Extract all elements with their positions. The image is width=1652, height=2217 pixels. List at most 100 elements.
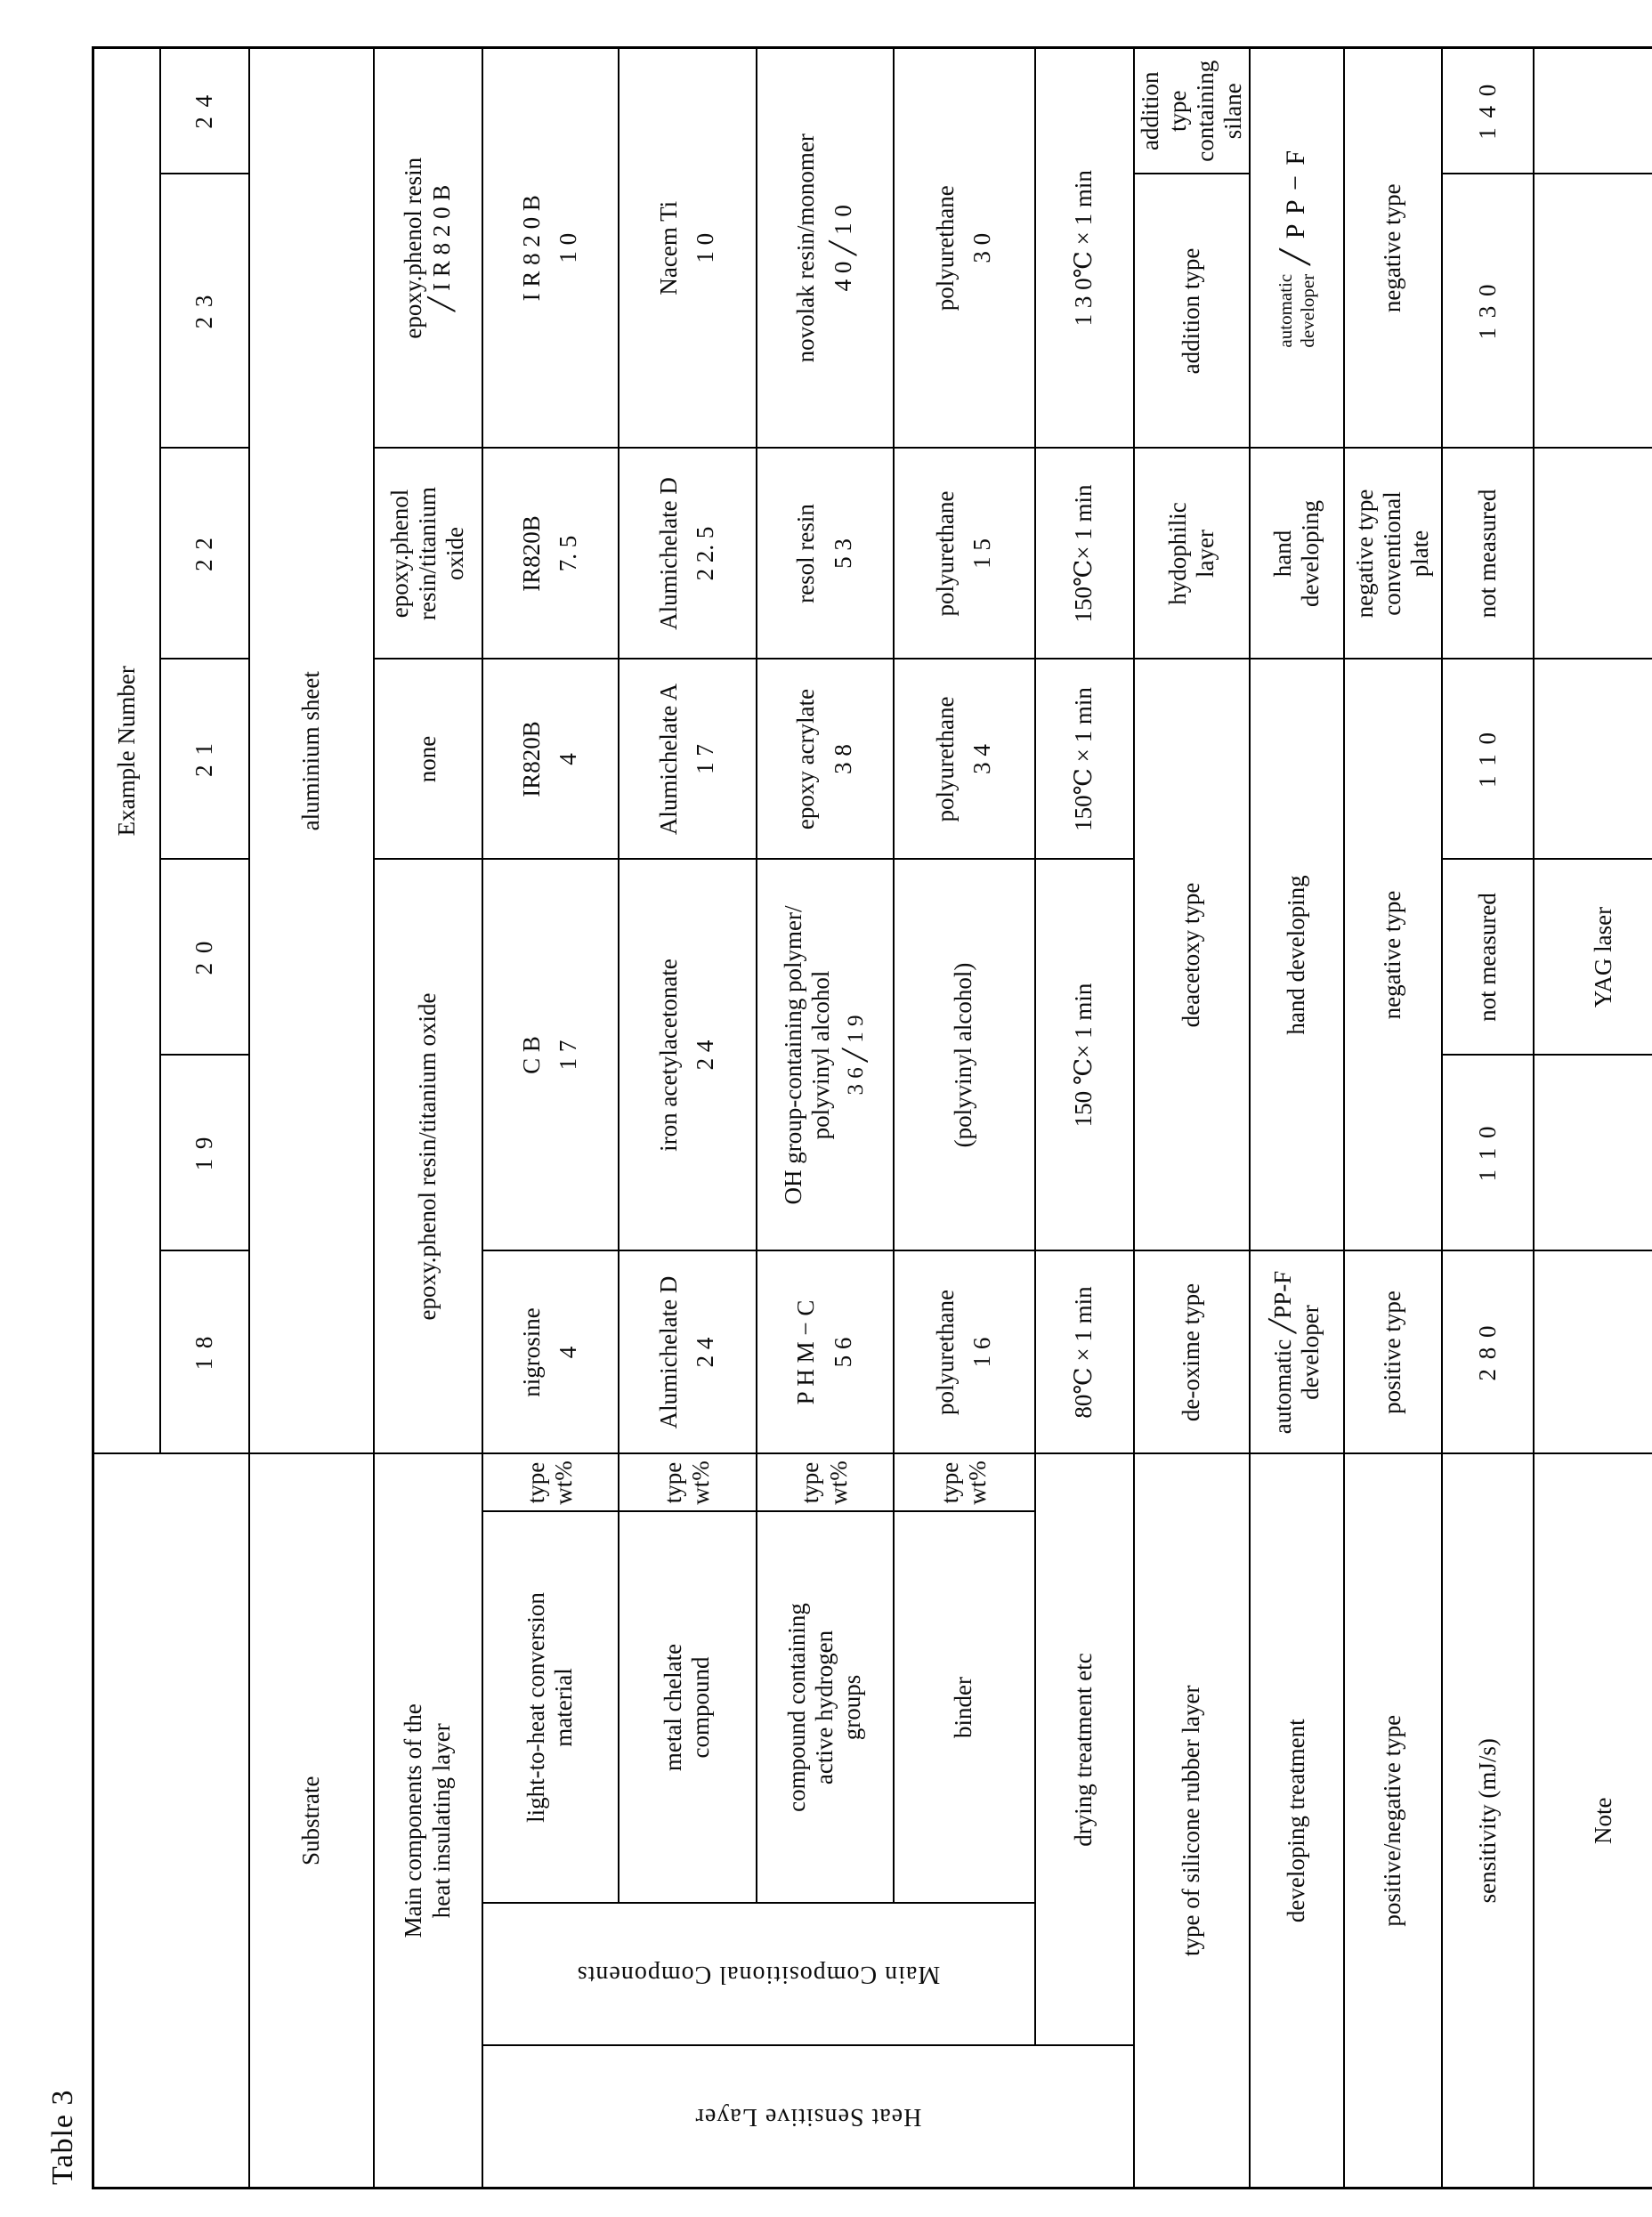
pos-neg-ex18: positive type bbox=[1343, 1250, 1442, 1454]
developing-ex22-line2: developing bbox=[1296, 500, 1324, 607]
binder-ex18-type: polyurethane bbox=[931, 1290, 959, 1415]
main-compositional-components-label: Main Compositional Components bbox=[576, 1961, 941, 1989]
silicone-ex24-line1: addition type bbox=[1136, 71, 1191, 151]
light-to-heat-subheader: type wt% bbox=[482, 1453, 619, 1512]
active-hydrogen-ex22-wt: 5 3 bbox=[829, 538, 856, 569]
binder-subheader: type wt% bbox=[893, 1453, 1035, 1512]
main-components-ex22-line1: epoxy.phenol bbox=[385, 489, 413, 619]
row-binder: binder type wt% polyurethane 1 6 (polyvi… bbox=[893, 47, 1035, 2188]
developing-ex23-24: automatic developer ╱ P P − F bbox=[1249, 47, 1344, 449]
wt-label: wt% bbox=[964, 1460, 991, 1505]
row-active-hydrogen: compound containing active hydrogen grou… bbox=[756, 47, 894, 2188]
drying-ex23-24: 1 3 0℃ × 1 min bbox=[1034, 47, 1134, 449]
table-title: Table 3 bbox=[46, 2089, 79, 2185]
light-to-heat-label-line2: material bbox=[550, 1668, 577, 1747]
note-ex23 bbox=[1533, 174, 1652, 449]
silicone-ex22-line1: hydophilic bbox=[1163, 502, 1191, 605]
example-20: 2 0 bbox=[159, 859, 249, 1056]
metal-chelate-label: metal chelate compound bbox=[618, 1511, 757, 1904]
note-ex19 bbox=[1533, 1055, 1652, 1251]
metal-chelate-label-line1: metal chelate bbox=[659, 1643, 686, 1772]
developing-ex22: hand developing bbox=[1249, 448, 1344, 659]
light-to-heat-ex18-wt: 4 bbox=[555, 1346, 581, 1359]
corner-empty-cell bbox=[93, 1453, 249, 2189]
light-to-heat-ex21: IR820B 4 bbox=[482, 659, 619, 860]
substrate-value: aluminium sheet bbox=[248, 47, 374, 1454]
binder-ex22-type: polyurethane bbox=[931, 490, 959, 617]
metal-chelate-ex23-24-type: Nacem Ti bbox=[654, 200, 682, 295]
wt-label: wt% bbox=[550, 1460, 577, 1505]
note-ex18 bbox=[1533, 1250, 1652, 1454]
binder-ex18: polyurethane 1 6 bbox=[893, 1250, 1035, 1454]
example-23: 2 3 bbox=[159, 174, 249, 449]
binder-ex19-20: (polyvinyl alcohol) bbox=[893, 859, 1035, 1251]
light-to-heat-ex19-20-type: C B bbox=[517, 1036, 545, 1074]
developing-ex23-24-layout: automatic developer ╱ P P − F bbox=[1275, 53, 1319, 444]
active-hydrogen-label: compound containing active hydrogen grou… bbox=[756, 1511, 894, 1904]
active-hydrogen-ex21: epoxy acrylate 3 8 bbox=[756, 659, 894, 860]
metal-chelate-subheader: type wt% bbox=[618, 1453, 757, 1512]
drying-ex21: 150℃ × 1 min bbox=[1034, 659, 1134, 860]
developing-ex18-line1: automatic ╱PP-F bbox=[1268, 1270, 1296, 1435]
substrate-label: Substrate bbox=[248, 1453, 374, 2189]
type-label: type bbox=[935, 1461, 963, 1504]
row-note: Note YAG laser bbox=[1533, 47, 1652, 2189]
active-hydrogen-ex23-24-wt: 4 0 ╱ 1 0 bbox=[829, 205, 856, 292]
binder-ex21-type: polyurethane bbox=[931, 696, 959, 822]
sensitivity-ex24: 1 4 0 bbox=[1441, 47, 1534, 174]
table-3: Example Number 1 8 1 9 2 0 2 1 2 2 2 3 2… bbox=[92, 45, 1652, 2189]
metal-chelate-ex21: Alumichelate A 1 7 bbox=[618, 659, 757, 860]
row-metal-chelate: metal chelate compound type wt% Alumiche… bbox=[618, 47, 757, 2188]
pos-neg-ex22-line3: plate bbox=[1406, 530, 1434, 578]
pos-neg-ex22-line1: negative type bbox=[1351, 489, 1379, 619]
active-hydrogen-label-line2: active hydrogen bbox=[810, 1630, 838, 1785]
active-hydrogen-ex19-20: OH group-containing polymer/ polyvinyl a… bbox=[756, 859, 894, 1251]
light-to-heat-ex21-type: IR820B bbox=[517, 721, 545, 797]
active-hydrogen-subheader: type wt% bbox=[756, 1453, 894, 1512]
light-to-heat-ex22-type: IR820B bbox=[517, 515, 545, 592]
light-to-heat-ex18-type: nigrosine bbox=[517, 1307, 545, 1397]
pos-neg-label: positive/negative type bbox=[1343, 1453, 1442, 2189]
note-ex21 bbox=[1533, 659, 1652, 860]
sensitivity-ex21: 1 1 0 bbox=[1441, 659, 1534, 860]
sensitivity-ex18: 2 8 0 bbox=[1441, 1250, 1534, 1454]
note-ex20: YAG laser bbox=[1533, 859, 1652, 1056]
light-to-heat-label: light-to-heat conversion material bbox=[482, 1511, 619, 1904]
developing-ex23-24-left: automatic developer bbox=[1275, 274, 1319, 348]
metal-chelate-ex23-24: Nacem Ti 1 0 bbox=[618, 47, 757, 449]
active-hydrogen-ex21-type: epoxy acrylate bbox=[792, 688, 820, 830]
main-compositional-components-bracket: Main Compositional Components bbox=[482, 1903, 1035, 2046]
metal-chelate-ex21-wt: 1 7 bbox=[692, 744, 718, 774]
wt-label: wt% bbox=[687, 1460, 714, 1505]
main-compositional-components-wrap: Main Compositional Components bbox=[485, 1908, 1032, 2042]
developing-ex18-line2: developer bbox=[1296, 1305, 1324, 1400]
metal-chelate-ex18-type: Alumichelate D bbox=[654, 1275, 682, 1429]
main-components-ex21: none bbox=[373, 659, 482, 860]
metal-chelate-ex22: Alumichelate D 2 2. 5 bbox=[618, 448, 757, 659]
drying-ex18: 80℃ × 1 min bbox=[1034, 1250, 1134, 1454]
drying-label: drying treatment etc bbox=[1034, 1453, 1134, 2046]
row-main-components: Main components of the heat insulating l… bbox=[373, 47, 482, 2189]
heat-sensitive-layer-bracket: Heat Sensitive Layer bbox=[482, 2045, 1134, 2189]
metal-chelate-ex19-20-type: iron acetylacetonate bbox=[654, 959, 682, 1152]
active-hydrogen-ex18-type: P H M − C bbox=[792, 1299, 820, 1405]
developing-ex23-24-left-line2: developer bbox=[1296, 273, 1318, 348]
drying-ex19-20: 150 ℃× 1 min bbox=[1034, 859, 1134, 1251]
active-hydrogen-ex22-type: resol resin bbox=[792, 504, 820, 603]
metal-chelate-ex23-24-wt: 1 0 bbox=[692, 232, 718, 263]
wt-label: wt% bbox=[824, 1460, 852, 1505]
silicone-ex19-21: deacetoxy type bbox=[1133, 659, 1250, 1251]
binder-ex22: polyurethane 1 5 bbox=[893, 448, 1035, 659]
binder-label: binder bbox=[893, 1511, 1035, 1904]
active-hydrogen-ex19-20-line2: polyvinyl alcohol bbox=[807, 970, 835, 1140]
metal-chelate-ex18-wt: 2 4 bbox=[692, 1337, 718, 1368]
binder-ex22-wt: 1 5 bbox=[968, 538, 995, 569]
pos-neg-ex19-21: negative type bbox=[1343, 659, 1442, 1251]
developing-ex18: automatic ╱PP-F developer bbox=[1249, 1250, 1344, 1454]
type-label: type bbox=[522, 1461, 549, 1504]
silicone-label: type of silicone rubber layer bbox=[1133, 1453, 1250, 2189]
binder-ex23-24-wt: 3 0 bbox=[968, 232, 995, 263]
light-to-heat-ex21-wt: 4 bbox=[555, 753, 581, 765]
example-number-label: Example Number bbox=[112, 666, 140, 837]
row-pos-neg: positive/negative type positive type neg… bbox=[1343, 47, 1442, 2189]
